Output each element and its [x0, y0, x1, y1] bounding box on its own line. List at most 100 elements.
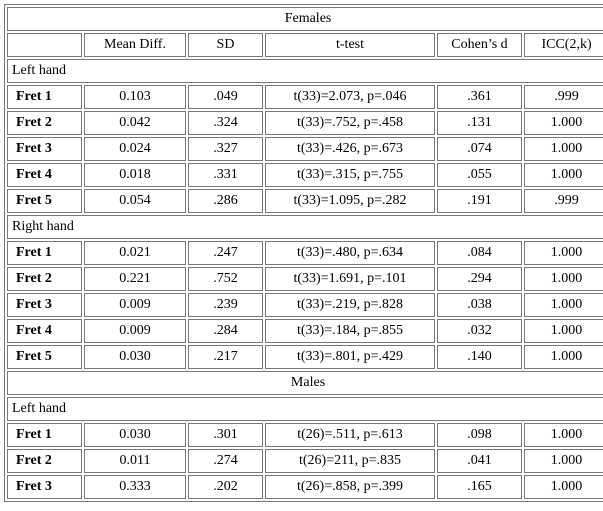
data-cell: .165	[437, 475, 522, 499]
row-label: Fret 3	[7, 293, 82, 317]
data-cell: 0.009	[84, 319, 186, 343]
data-cell: .752	[188, 267, 263, 291]
data-cell: t(33)=1.691, p=.101	[265, 267, 435, 291]
table-row: Fret 5 0.054.286 t(33)=1.095, p=.282.191.9…	[7, 189, 603, 213]
group-label: Right hand	[7, 215, 603, 239]
section-title: Males	[7, 371, 603, 395]
table-row: Fret 2 0.042.324 t(33)=.752, p=.458.131 1.0…	[7, 111, 603, 135]
data-cell: 0.009	[84, 293, 186, 317]
data-cell: 0.054	[84, 189, 186, 213]
table-row: Left hand	[7, 397, 603, 421]
row-label: Fret 3	[7, 475, 82, 499]
data-cell: t(33)=.480, p=.634	[265, 241, 435, 265]
table-row: Fret 4 0.009.284 t(33)=.184, p=.855.032 1.0…	[7, 319, 603, 343]
data-cell: t(26)=.511, p=.613	[265, 423, 435, 447]
data-cell: .055	[437, 163, 522, 187]
row-label: Fret 2	[7, 449, 82, 473]
data-cell: t(33)=.315, p=.755	[265, 163, 435, 187]
row-label: Fret 1	[7, 85, 82, 109]
data-cell: .999	[524, 85, 603, 109]
data-cell: 0.021	[84, 241, 186, 265]
row-label: Fret 5	[7, 345, 82, 369]
data-cell: 1.000	[524, 345, 603, 369]
data-cell: 1.000	[524, 293, 603, 317]
table-row: Fret 3 0.333.202 t(26)=.858, p=.399.165 1.0…	[7, 475, 603, 499]
data-cell: 1.000	[524, 267, 603, 291]
table-row: Fret 3 0.009.239 t(33)=.219, p=.828.038 1.0…	[7, 293, 603, 317]
data-cell: t(33)=.752, p=.458	[265, 111, 435, 135]
column-header: Cohen’s d	[437, 33, 522, 57]
data-cell: 0.024	[84, 137, 186, 161]
data-cell: 1.000	[524, 163, 603, 187]
data-cell: .327	[188, 137, 263, 161]
data-cell: .038	[437, 293, 522, 317]
results-table: Females Mean Diff. SD t-test Cohen’s d ICC(2,…	[4, 4, 603, 502]
data-cell: .202	[188, 475, 263, 499]
data-cell: 0.011	[84, 449, 186, 473]
table-row: Fret 1 0.103.049 t(33)=2.073, p=.046.361.9…	[7, 85, 603, 109]
data-cell: 0.333	[84, 475, 186, 499]
table-row: Fret 1 0.030.301 t(26)=.511, p=.613.098 1.0…	[7, 423, 603, 447]
data-cell: .284	[188, 319, 263, 343]
table-row: Fret 3 0.024.327 t(33)=.426, p=.673.074 1.0…	[7, 137, 603, 161]
data-cell: 0.018	[84, 163, 186, 187]
table-row: Mean Diff. SD t-test Cohen’s d ICC(2,k)	[7, 33, 603, 57]
data-cell: 1.000	[524, 137, 603, 161]
row-label: Fret 5	[7, 189, 82, 213]
data-cell: .041	[437, 449, 522, 473]
data-cell: 0.030	[84, 345, 186, 369]
group-label: Left hand	[7, 59, 603, 83]
data-cell: t(33)=.219, p=.828	[265, 293, 435, 317]
data-cell: 1.000	[524, 241, 603, 265]
table-row: Fret 2 0.221.752 t(33)=1.691, p=.101.294 1.…	[7, 267, 603, 291]
section-title: Females	[7, 7, 603, 31]
data-cell: 0.042	[84, 111, 186, 135]
table-row: Fret 4 0.018.331 t(33)=.315, p=.755.055 1.0…	[7, 163, 603, 187]
row-label: Fret 2	[7, 267, 82, 291]
header-cell	[7, 33, 82, 57]
group-label: Left hand	[7, 397, 603, 421]
table-row: Fret 5 0.030.217 t(33)=.801, p=.429.140 1.0…	[7, 345, 603, 369]
data-cell: .074	[437, 137, 522, 161]
data-cell: .301	[188, 423, 263, 447]
data-cell: 1.000	[524, 449, 603, 473]
column-header: ICC(2,k)	[524, 33, 603, 57]
row-label: Fret 4	[7, 319, 82, 343]
data-cell: 1.000	[524, 475, 603, 499]
data-cell: 1.000	[524, 423, 603, 447]
table-row: Left hand	[7, 59, 603, 83]
data-cell: .999	[524, 189, 603, 213]
data-cell: .032	[437, 319, 522, 343]
row-label: Fret 2	[7, 111, 82, 135]
data-cell: .217	[188, 345, 263, 369]
column-header: SD	[188, 33, 263, 57]
table-row: Fret 2 0.011.274 t(26)=211, p=.835.041 1.00…	[7, 449, 603, 473]
table-row: Right hand	[7, 215, 603, 239]
row-label: Fret 4	[7, 163, 82, 187]
data-cell: 0.221	[84, 267, 186, 291]
data-cell: t(33)=.426, p=.673	[265, 137, 435, 161]
data-cell: 1.000	[524, 111, 603, 135]
data-cell: t(33)=.184, p=.855	[265, 319, 435, 343]
data-cell: t(33)=2.073, p=.046	[265, 85, 435, 109]
row-label: Fret 1	[7, 241, 82, 265]
data-cell: .098	[437, 423, 522, 447]
table-body: Females Mean Diff. SD t-test Cohen’s d ICC(2,…	[7, 7, 603, 499]
data-cell: .294	[437, 267, 522, 291]
data-cell: .361	[437, 85, 522, 109]
row-label: Fret 3	[7, 137, 82, 161]
data-cell: .331	[188, 163, 263, 187]
data-cell: t(26)=211, p=.835	[265, 449, 435, 473]
data-cell: .239	[188, 293, 263, 317]
table-row: Females	[7, 7, 603, 31]
row-label: Fret 1	[7, 423, 82, 447]
data-cell: 1.000	[524, 319, 603, 343]
column-header: Mean Diff.	[84, 33, 186, 57]
data-cell: 0.103	[84, 85, 186, 109]
data-cell: .140	[437, 345, 522, 369]
data-cell: .324	[188, 111, 263, 135]
data-cell: t(33)=.801, p=.429	[265, 345, 435, 369]
data-cell: .084	[437, 241, 522, 265]
table-row: Fret 1 0.021.247 t(33)=.480, p=.634.084 1.0…	[7, 241, 603, 265]
